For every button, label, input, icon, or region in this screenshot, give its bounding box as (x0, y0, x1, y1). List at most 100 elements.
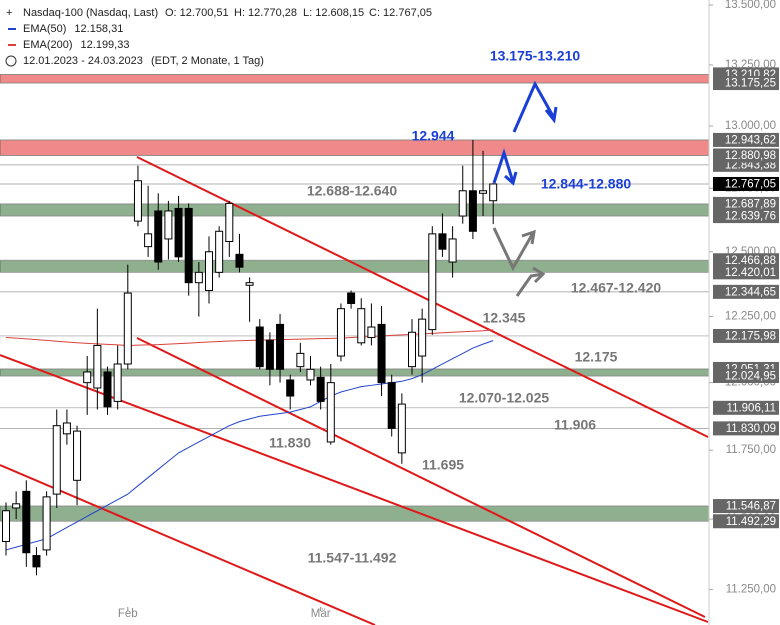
arrow (492, 148, 515, 184)
arrow (515, 272, 544, 297)
candle-body (397, 403, 406, 454)
level-label: 11.906,11 (727, 402, 776, 414)
level-box (713, 196, 779, 211)
level-box (713, 421, 779, 436)
trend-line (136, 337, 706, 618)
candle-body (32, 555, 41, 568)
legend-value: 12.199,33 (81, 39, 130, 51)
open: O: 12.700,51 (165, 7, 229, 19)
annotation: 11.695 (422, 457, 464, 473)
level-label: 12.024,95 (725, 371, 776, 383)
date-range: 12.01.2023 - 24.03.2023 (23, 55, 143, 67)
annotation: 12.175 (575, 349, 618, 365)
plot-marks: 13.175-13.210 12.944 12.844-12.880 12.688-1… (2, 48, 662, 576)
level-label: 12.767,05 (725, 179, 776, 191)
level-box (713, 368, 779, 383)
arrow-head (521, 229, 536, 245)
candle-body (235, 253, 244, 268)
trend-line (0, 464, 376, 625)
level-label: 12.943,62 (725, 134, 776, 146)
instrument: Nasdaq-100 (Nasdaq, Last) (23, 7, 158, 19)
level-label: 12.880,98 (725, 150, 776, 162)
level-label: 12.420,01 (725, 267, 776, 279)
candle-body (73, 430, 82, 481)
candle-body (306, 368, 315, 381)
annotation: 12.345 (483, 310, 526, 326)
candle-body (418, 318, 427, 357)
candle-body (468, 190, 477, 232)
trend-line (136, 156, 709, 438)
level-box (713, 265, 779, 280)
level-box (713, 253, 779, 268)
level-box (713, 209, 779, 224)
level-box (713, 132, 779, 147)
y-tick-label: 11.250,00 (726, 584, 776, 596)
level-box (713, 176, 779, 191)
annotation: 12.688-12.640 (307, 183, 398, 199)
candle-body (326, 382, 335, 443)
level-label: 11.492,29 (726, 516, 776, 528)
level-label: 12.687,89 (725, 198, 776, 210)
level-label: 12.466,88 (725, 255, 776, 267)
candle-body (377, 323, 386, 384)
candle-body (357, 308, 366, 344)
annotation: 11.906 (554, 417, 596, 433)
level-label: 12.344,65 (725, 286, 776, 298)
candle-body (215, 230, 224, 273)
candle-body (408, 331, 416, 368)
clock-icon (5, 55, 17, 67)
x-tick-label: Feb (118, 608, 138, 620)
candle-body (336, 308, 345, 357)
legend-value: 12.158,31 (74, 23, 123, 35)
legend-name: EMA(200) (23, 39, 73, 51)
icon: + (6, 7, 12, 19)
annotation: 12.467-12.420 (571, 280, 662, 296)
level-label: 13.175,25 (725, 78, 776, 90)
candle-body (265, 339, 274, 370)
annotation: 11.547-11.492 (308, 550, 397, 566)
arrow-head (544, 106, 558, 124)
x-tick-label: Mär (311, 608, 331, 620)
candle-body (245, 282, 254, 286)
candle-body (184, 207, 193, 284)
level-box (713, 328, 779, 343)
candle-body (286, 379, 295, 397)
candle-body (113, 363, 122, 402)
close: C: 12.767,05 (369, 7, 432, 19)
candle-body (83, 371, 92, 384)
candle-body (448, 238, 457, 263)
axis: FebMär11.250,0011.500,0011.750,0012.000,… (118, 0, 779, 625)
header: + Nasdaq-100 (Nasdaq, Last) O: 12.700,51… (5, 7, 432, 67)
candle-body (174, 207, 183, 258)
candle-body (42, 496, 51, 551)
y-tick-label: 12.500,00 (725, 246, 776, 258)
annotation: 12.070-12.025 (459, 390, 550, 406)
level-box (713, 76, 779, 91)
low: L: 12.608,15 (303, 7, 364, 19)
ema-line (5, 340, 494, 551)
annotation: 13.175-13.210 (490, 48, 581, 64)
legend-name: EMA(50) (23, 23, 66, 35)
zone (0, 139, 710, 156)
candle-body (255, 326, 264, 368)
arrow (512, 80, 556, 133)
candle-body (367, 326, 376, 339)
candle-body (93, 344, 102, 389)
candle-body (205, 251, 213, 291)
annotation: 11.830 (269, 435, 311, 451)
candle-body (2, 510, 10, 542)
zone (0, 74, 710, 84)
annotation: 12.944 (412, 128, 455, 144)
level-box (713, 400, 779, 415)
candle-body (52, 425, 61, 495)
candle-body (123, 292, 132, 365)
candle-body (133, 180, 142, 222)
candle-body (316, 376, 325, 402)
candle-body (428, 233, 437, 331)
zone (0, 259, 710, 273)
level-box (713, 148, 779, 163)
y-tick-label: 13.000,00 (725, 120, 776, 132)
candle-body (103, 371, 112, 408)
candle-body (194, 271, 203, 284)
